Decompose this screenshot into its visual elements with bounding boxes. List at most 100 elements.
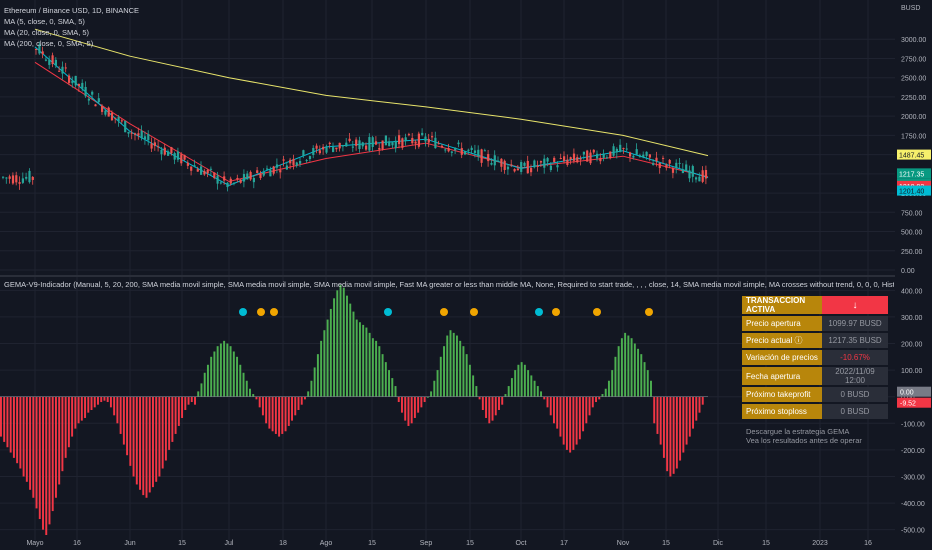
- signal-dot: [440, 308, 448, 316]
- histogram-bar: [100, 396, 103, 403]
- signal-dot: [257, 308, 265, 316]
- ma20-legend[interactable]: MA (20, close, 0, SMA, 5): [4, 28, 90, 37]
- indicator-tag: [897, 386, 931, 397]
- histogram-bar: [113, 396, 116, 416]
- candle-body: [97, 98, 100, 103]
- ma5-legend[interactable]: MA (5, close, 0, SMA, 5): [4, 17, 85, 26]
- histogram-bar: [433, 380, 436, 397]
- histogram-bar: [569, 396, 572, 453]
- candle-body: [266, 168, 269, 170]
- candle-body: [351, 146, 354, 148]
- candle-body: [44, 59, 48, 61]
- candle-body: [388, 141, 391, 146]
- histogram-bar: [675, 396, 678, 469]
- table-value: 0 BUSD: [822, 387, 888, 402]
- candle-body: [180, 154, 183, 164]
- indicator-tick-label: 200.00: [901, 342, 923, 349]
- histogram-bar: [582, 396, 585, 432]
- candle-body: [68, 75, 71, 83]
- candle-body: [662, 157, 665, 159]
- table-value: 2022/11/09 12:00: [822, 367, 888, 385]
- indicator-legend[interactable]: GEMA-V9-Indicador (Manual, 5, 20, 200, S…: [4, 280, 894, 289]
- histogram-bar: [158, 396, 161, 477]
- candle-body: [183, 155, 186, 160]
- candle-body: [186, 162, 189, 166]
- candle-body: [328, 142, 331, 145]
- histogram-bar: [410, 396, 413, 424]
- direction-arrow-icon: ↓: [822, 296, 888, 314]
- table-value: -10.67%: [822, 350, 888, 365]
- candle-body: [579, 158, 582, 160]
- histogram-bar: [685, 396, 688, 445]
- symbol-legend[interactable]: Ethereum / Binance USD, 1D, BINANCE: [4, 6, 140, 15]
- signal-dot: [593, 308, 601, 316]
- candle-body: [130, 132, 133, 134]
- candle-body: [437, 143, 440, 145]
- histogram-bar: [119, 396, 122, 434]
- histogram-bar: [287, 396, 290, 426]
- candle-body: [308, 156, 312, 160]
- candle-body: [629, 152, 632, 157]
- candle-body: [51, 55, 54, 65]
- histogram-bar: [194, 396, 196, 405]
- candle-body: [193, 165, 196, 167]
- candle-body: [341, 145, 345, 147]
- time-tick-label: 15: [762, 540, 770, 547]
- candle-body: [394, 140, 397, 149]
- candle-body: [219, 182, 222, 184]
- candle-body: [35, 48, 38, 50]
- candle-body: [5, 177, 8, 179]
- histogram-bar: [446, 335, 449, 397]
- histogram-bar: [239, 364, 242, 397]
- signal-dot: [270, 308, 278, 316]
- table-key: Próximo stoploss: [742, 404, 822, 419]
- table-value: 1099.97 BUSD: [822, 316, 888, 331]
- histogram-bar: [488, 396, 491, 424]
- candle-body: [414, 141, 417, 144]
- ma200-legend[interactable]: MA (200, close, 0, SMA, 5): [4, 39, 94, 48]
- candle-body: [533, 160, 536, 168]
- histogram-bar: [653, 396, 656, 424]
- histogram-bar: [297, 396, 300, 410]
- candle-body: [411, 137, 414, 144]
- histogram-bar: [368, 332, 371, 397]
- candle-body: [11, 175, 15, 184]
- histogram-bar: [129, 396, 132, 466]
- candle-body: [559, 157, 562, 159]
- candle-body: [200, 166, 203, 175]
- candle-body: [209, 168, 213, 170]
- candle-body: [226, 182, 229, 188]
- candle-body: [371, 137, 374, 148]
- strategy-note: Descargue la estrategia GEMA Vea los res…: [746, 427, 862, 445]
- histogram-bar: [391, 378, 394, 397]
- histogram-bar: [352, 311, 355, 397]
- candle-body: [530, 168, 533, 173]
- time-tick-label: 15: [368, 540, 376, 547]
- histogram-bar: [501, 396, 504, 405]
- candle-body: [615, 148, 618, 153]
- time-tick-label: 15: [466, 540, 474, 547]
- histogram-bar: [485, 396, 488, 418]
- candle-body: [124, 121, 127, 133]
- histogram-bar: [42, 396, 44, 530]
- histogram-bar: [313, 367, 316, 397]
- histogram-bar: [294, 396, 297, 416]
- candle-body: [500, 158, 503, 167]
- indicator-tick-label: 100.00: [901, 368, 923, 375]
- candle-body: [704, 170, 708, 179]
- candle-body: [480, 149, 483, 163]
- histogram-bar: [514, 370, 517, 397]
- candle-body: [635, 149, 638, 155]
- histogram-bar: [553, 396, 555, 424]
- candle-body: [427, 138, 430, 143]
- histogram-bar: [333, 298, 336, 397]
- candle-body: [450, 151, 453, 153]
- candle-body: [348, 138, 351, 142]
- histogram-bar: [245, 380, 248, 397]
- candle-body: [457, 142, 460, 145]
- candle-body: [28, 170, 31, 183]
- histogram-bar: [242, 372, 245, 397]
- histogram-bar: [695, 396, 698, 421]
- candle-body: [299, 160, 302, 164]
